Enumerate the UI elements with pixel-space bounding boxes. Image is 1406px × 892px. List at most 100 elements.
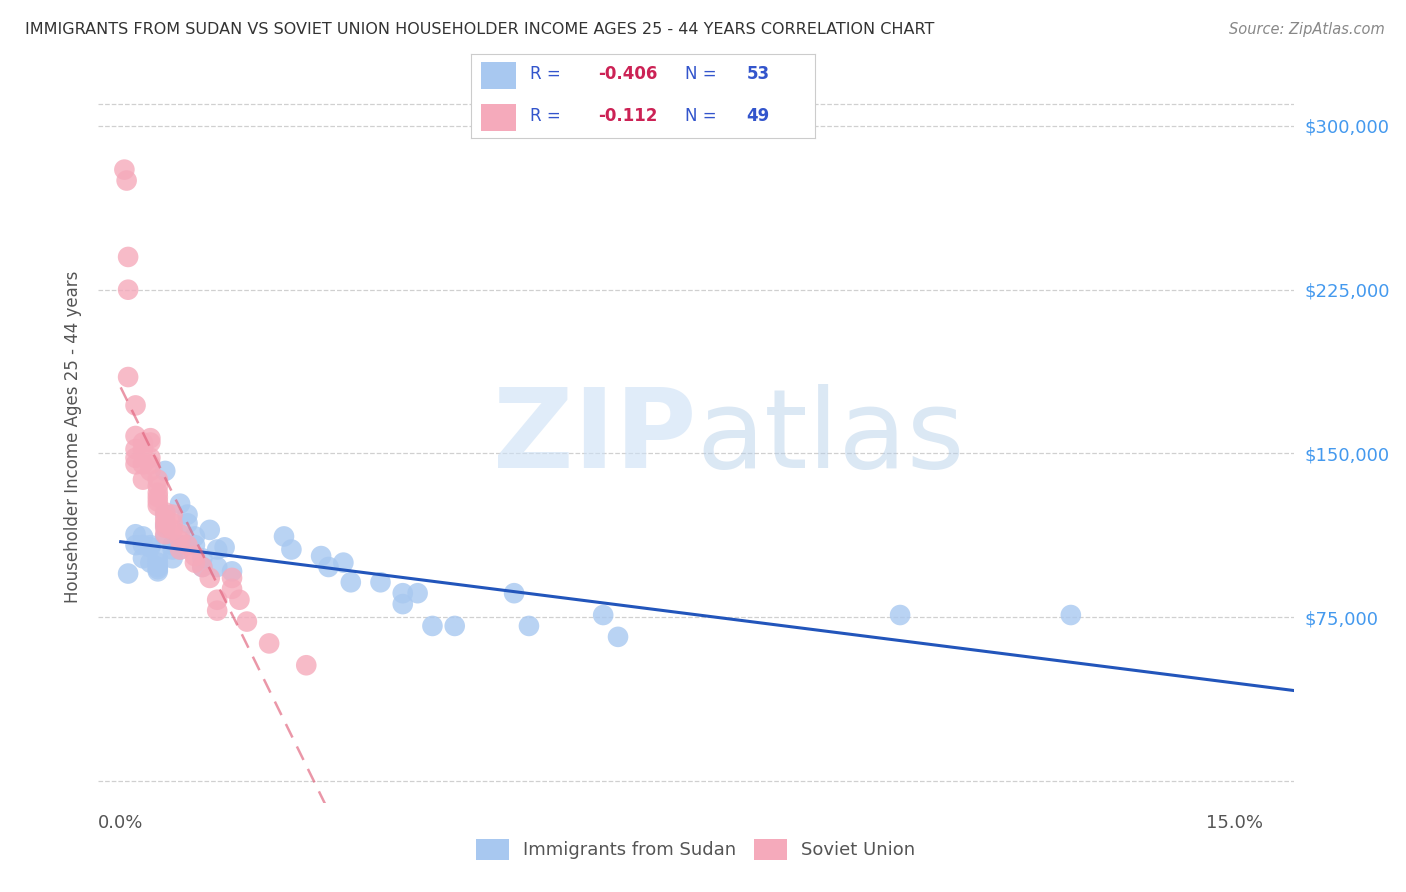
Point (176, 508, 198, 522)
Point (117, 250, 139, 264)
Text: 49: 49 (747, 107, 770, 125)
Point (221, 565, 243, 579)
Point (146, 562, 169, 576)
Point (124, 429, 146, 443)
Point (332, 556, 354, 570)
Point (214, 541, 236, 555)
Y-axis label: Householder Income Ages 25 - 44 years: Householder Income Ages 25 - 44 years (65, 271, 83, 603)
Point (139, 538, 162, 552)
Point (257, 636, 280, 650)
Point (340, 575, 363, 590)
Point (146, 490, 169, 504)
Text: 53: 53 (747, 65, 769, 83)
Point (221, 571, 243, 585)
Point (132, 435, 155, 450)
Point (309, 549, 332, 563)
Legend: Immigrants from Sudan, Soviet Union: Immigrants from Sudan, Soviet Union (470, 831, 922, 867)
Point (221, 582, 243, 596)
Point (155, 508, 177, 522)
Point (169, 533, 191, 548)
Point (139, 556, 162, 570)
Point (205, 592, 228, 607)
Point (236, 615, 259, 629)
Point (155, 529, 177, 543)
Point (592, 607, 614, 622)
Point (146, 494, 169, 508)
Point (124, 442, 146, 456)
Point (124, 399, 146, 413)
Point (139, 431, 162, 445)
Point (124, 450, 146, 465)
Text: R =: R = (530, 107, 571, 125)
Point (155, 512, 177, 526)
Text: IMMIGRANTS FROM SUDAN VS SOVIET UNION HOUSEHOLDER INCOME AGES 25 - 44 YEARS CORR: IMMIGRANTS FROM SUDAN VS SOVIET UNION HO… (25, 22, 935, 37)
Text: -0.112: -0.112 (599, 107, 658, 125)
Point (155, 516, 177, 531)
Point (139, 435, 162, 450)
Point (115, 173, 138, 187)
Text: R =: R = (530, 65, 565, 83)
Point (139, 464, 162, 478)
Point (162, 538, 184, 552)
Point (184, 556, 207, 570)
Point (146, 565, 169, 579)
Point (169, 497, 191, 511)
Point (162, 542, 184, 557)
Point (146, 479, 169, 493)
Point (162, 516, 184, 531)
Point (889, 607, 911, 622)
Point (132, 551, 155, 566)
Point (443, 619, 465, 633)
Point (517, 619, 540, 633)
Text: Source: ZipAtlas.com: Source: ZipAtlas.com (1229, 22, 1385, 37)
Point (117, 566, 139, 581)
Text: N =: N = (685, 65, 721, 83)
Point (169, 542, 191, 557)
Point (132, 538, 155, 552)
Point (117, 283, 139, 297)
Point (124, 527, 146, 541)
Point (391, 597, 413, 611)
Point (191, 560, 214, 574)
Point (146, 556, 169, 570)
Point (146, 499, 169, 513)
Point (155, 464, 177, 478)
Point (184, 538, 207, 552)
Point (191, 551, 214, 566)
Point (139, 541, 162, 555)
Point (205, 542, 228, 557)
Point (124, 538, 146, 552)
Text: N =: N = (685, 107, 721, 125)
Point (406, 586, 429, 600)
Point (155, 505, 177, 519)
Point (155, 521, 177, 535)
Point (132, 473, 155, 487)
Point (228, 592, 250, 607)
Point (198, 571, 221, 585)
Text: ZIP: ZIP (492, 384, 696, 491)
Point (117, 370, 139, 384)
Point (169, 527, 191, 541)
Point (162, 508, 184, 522)
Point (184, 529, 207, 543)
Point (146, 485, 169, 500)
Point (295, 658, 318, 673)
Point (273, 529, 295, 543)
Point (112, 162, 135, 177)
Point (139, 450, 162, 465)
Text: atlas: atlas (696, 384, 965, 491)
Point (132, 529, 155, 543)
Point (176, 516, 198, 531)
Point (146, 551, 169, 566)
Point (139, 458, 162, 472)
Point (132, 442, 155, 456)
Point (205, 560, 228, 574)
Point (318, 560, 340, 574)
FancyBboxPatch shape (481, 104, 516, 131)
Point (370, 575, 392, 590)
Point (155, 527, 177, 541)
Point (205, 604, 228, 618)
Point (176, 538, 198, 552)
Point (169, 538, 191, 552)
Point (503, 586, 526, 600)
